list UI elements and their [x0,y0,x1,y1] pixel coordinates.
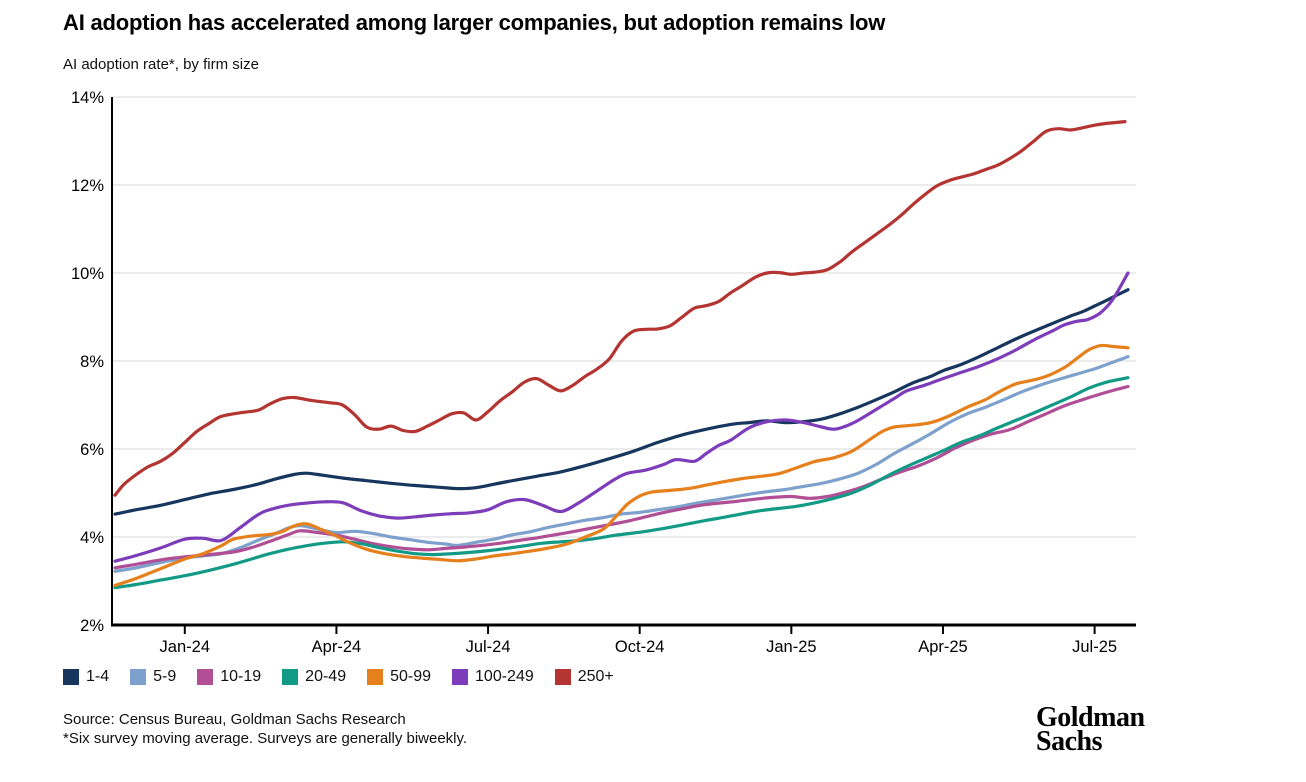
legend-label: 50-99 [390,668,432,685]
series-line-1-4 [113,288,1130,516]
legend-swatch-icon [197,669,214,685]
x-tick-label: Apr-24 [312,638,362,656]
legend-label: 250+ [577,668,614,685]
legend-item-10-19: 10-19 [197,668,261,686]
logo-word-goldman: Goldman [1036,702,1145,733]
series-line-250+ [113,120,1127,497]
y-tick-label: 4% [80,529,104,547]
x-tick-label: Apr-25 [918,638,968,656]
legend-swatch-icon [554,669,571,685]
series-line-20-49 [113,376,1130,590]
y-tick-label: 14% [71,89,104,107]
legend-swatch-icon [282,669,299,685]
legend-label: 5-9 [153,668,177,685]
series-line-100-249 [113,271,1130,563]
series-line-5-9 [113,355,1130,573]
y-tick-label: 8% [80,353,104,371]
legend-label: 10-19 [220,668,262,685]
x-tick-label: Jul-25 [1072,638,1117,656]
footnote-line: *Six survey moving average. Surveys are … [63,730,468,747]
x-tick-label: Jan-24 [160,638,210,656]
goldman-sachs-logo: Goldman Sachs [1036,702,1145,757]
legend-item-250+: 250+ [554,668,614,686]
chart-legend: 1-4 5-9 10-19 20-49 50-99 100-249 250+ [63,668,614,686]
x-tick-label: Jul-24 [466,638,511,656]
legend-swatch-icon [130,669,147,685]
legend-item-1-4: 1-4 [63,668,109,686]
y-tick-label: 6% [80,441,104,459]
legend-swatch-icon [452,669,469,685]
series-line-50-99 [113,343,1130,587]
x-tick-label: Oct-24 [615,638,665,656]
chart-subtitle: AI adoption rate*, by firm size [63,56,259,73]
source-note: Source: Census Bureau, Goldman Sachs Res… [63,710,467,748]
legend-item-50-99: 50-99 [367,668,431,686]
y-tick-label: 2% [80,617,104,635]
legend-label: 1-4 [86,668,110,685]
x-tick-label: Jan-25 [766,638,816,656]
source-line: Source: Census Bureau, Goldman Sachs Res… [63,711,406,728]
logo-word-sachs: Sachs [1036,726,1102,757]
series-line-10-19 [113,384,1130,570]
legend-item-100-249: 100-249 [452,668,534,686]
page-title: AI adoption has accelerated among larger… [63,10,886,35]
legend-item-20-49: 20-49 [282,668,346,686]
legend-item-5-9: 5-9 [130,668,176,686]
legend-swatch-icon [63,669,79,685]
y-tick-label: 12% [71,177,104,195]
y-tick-label: 10% [71,265,104,283]
legend-swatch-icon [367,669,384,685]
legend-label: 100-249 [475,668,534,685]
legend-label: 20-49 [305,668,347,685]
